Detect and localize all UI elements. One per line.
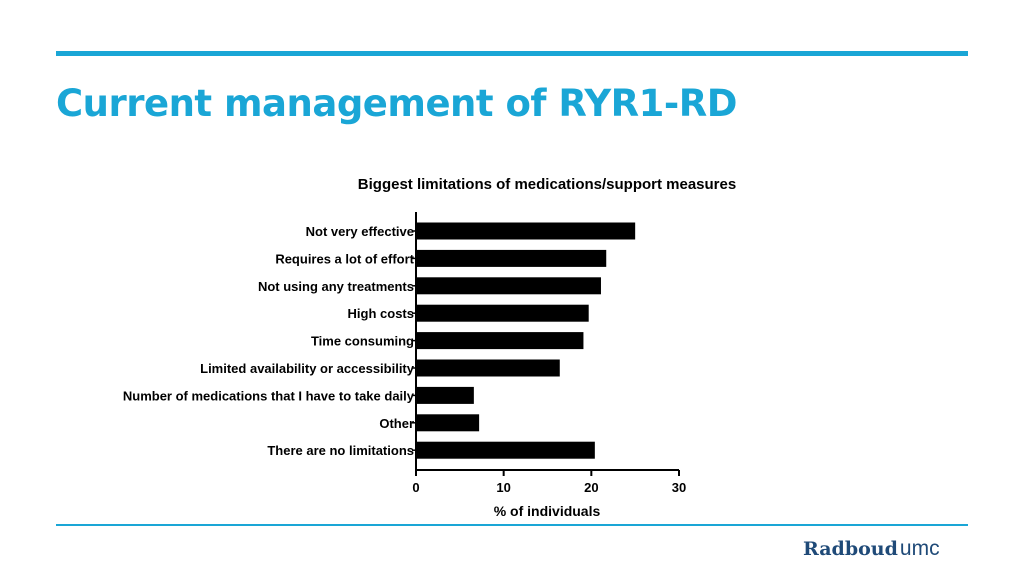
bar bbox=[416, 386, 474, 404]
bar bbox=[416, 441, 595, 459]
logo-main-text: Radboud bbox=[803, 538, 898, 560]
slide-title: Current management of RYR1-RD bbox=[56, 82, 737, 125]
axes: 0 10 20 30 bbox=[412, 212, 686, 495]
bar bbox=[416, 304, 589, 322]
x-tick-label: 30 bbox=[672, 480, 686, 495]
category-label: Number of medications that I have to tak… bbox=[123, 388, 415, 403]
chart-title: Biggest limitations of medications/suppo… bbox=[358, 176, 736, 193]
bar bbox=[416, 277, 601, 295]
category-label: Limited availability or accessibility bbox=[200, 361, 415, 376]
x-axis-label: % of individuals bbox=[494, 503, 601, 519]
category-label: Time consuming bbox=[311, 334, 414, 349]
category-label: Not very effective bbox=[306, 224, 414, 239]
bar bbox=[416, 332, 584, 350]
logo-sub-text: umc bbox=[899, 537, 940, 560]
x-tick-label: 10 bbox=[496, 480, 510, 495]
x-tick-label: 0 bbox=[412, 480, 419, 495]
category-label: There are no limitations bbox=[267, 443, 414, 458]
bar bbox=[416, 359, 560, 377]
bar bbox=[416, 249, 607, 267]
category-label: Other bbox=[379, 416, 414, 431]
x-tick-label: 20 bbox=[584, 480, 598, 495]
top-accent-rule bbox=[56, 51, 968, 56]
bar bbox=[416, 222, 636, 240]
bar bbox=[416, 414, 480, 432]
radboudumc-logo: Radboudumc bbox=[803, 537, 940, 561]
bars-group bbox=[416, 222, 636, 459]
category-labels: Not very effective Requires a lot of effo… bbox=[123, 224, 415, 458]
bottom-accent-rule bbox=[56, 524, 968, 526]
category-label: Requires a lot of effort bbox=[275, 251, 414, 266]
category-label: High costs bbox=[348, 306, 414, 321]
category-label: Not using any treatments bbox=[258, 279, 414, 294]
